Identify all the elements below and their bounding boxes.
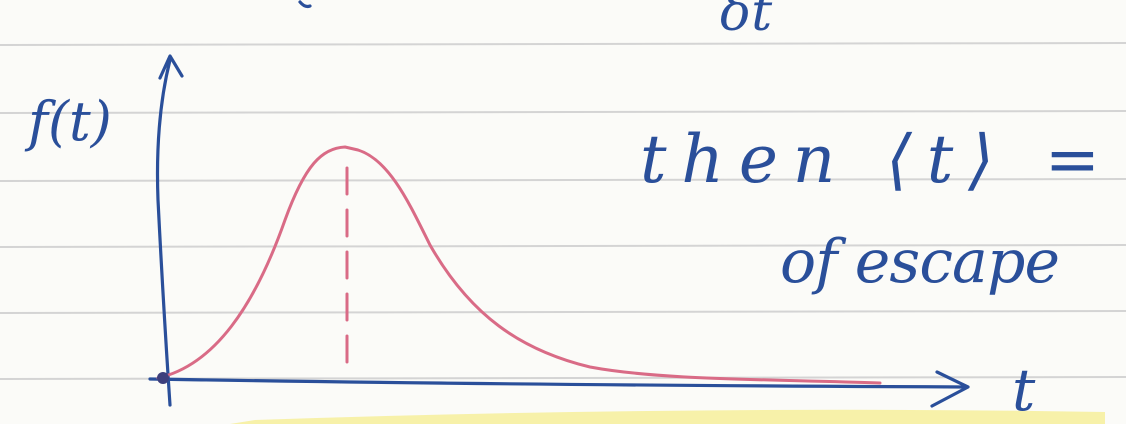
distribution-curve — [156, 145, 882, 385]
x-axis — [148, 377, 967, 389]
highlighter-mark — [230, 409, 1105, 424]
of-escape-text: of escape — [780, 227, 1060, 297]
top-fragment-text: δt — [720, 0, 772, 43]
origin-point — [157, 372, 169, 384]
then-expectation-text: then ⟨t⟩ = — [640, 121, 1100, 198]
top-tick-mark — [298, 0, 312, 9]
x-axis-arrowhead — [930, 370, 970, 408]
ruled-lines — [0, 42, 1126, 380]
y-axis-label: f(t) — [24, 90, 112, 153]
y-axis-arrowhead — [158, 54, 184, 80]
x-axis-label: t — [1012, 356, 1036, 424]
y-axis — [155, 58, 172, 407]
